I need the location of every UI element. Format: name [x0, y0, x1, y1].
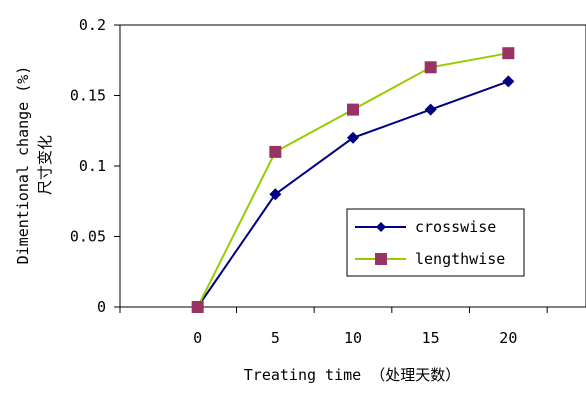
legend-label-crosswise: crosswise: [415, 218, 496, 236]
y-axis-title: Dimentional change (%) 尺寸变化: [14, 66, 54, 265]
legend-marker-lengthwise: [375, 253, 387, 265]
point-lengthwise-3: [424, 61, 437, 74]
point-lengthwise-1: [269, 145, 282, 158]
point-lengthwise-0: [191, 301, 204, 313]
series-markers: [191, 47, 515, 313]
x-axis-ticks: 0 5 10 15 20: [119, 307, 548, 347]
point-crosswise-1: [269, 188, 282, 201]
y-axis-ticks: 0 0.05 0.1 0.15 0.2: [70, 16, 120, 316]
legend: crosswise lengthwise: [346, 208, 525, 277]
x-axis-title: Treating time （处理天数）: [244, 366, 460, 384]
y-tick-label-2: 0.1: [79, 157, 106, 175]
x-tick-label-3: 15: [422, 329, 440, 347]
y-axis-title-line-2: 尺寸变化: [36, 135, 54, 195]
point-lengthwise-2: [347, 103, 359, 116]
y-tick-label-4: 0.2: [79, 16, 106, 34]
x-tick-label-4: 20: [499, 329, 517, 347]
legend-label-lengthwise: lengthwise: [415, 250, 505, 268]
y-tick-label-0: 0: [97, 298, 106, 316]
y-tick-label-1: 0.05: [70, 228, 106, 246]
point-crosswise-4: [502, 75, 515, 88]
x-tick-label-2: 10: [344, 329, 362, 347]
y-tick-label-3: 0.15: [70, 87, 106, 105]
x-tick-label-1: 5: [271, 329, 280, 347]
point-lengthwise-4: [502, 47, 515, 60]
y-axis-title-line-1: Dimentional change (%): [14, 66, 32, 265]
point-crosswise-3: [424, 103, 437, 116]
point-crosswise-2: [347, 131, 359, 144]
x-tick-label-0: 0: [193, 329, 202, 347]
legend-marker-crosswise: [376, 222, 386, 232]
